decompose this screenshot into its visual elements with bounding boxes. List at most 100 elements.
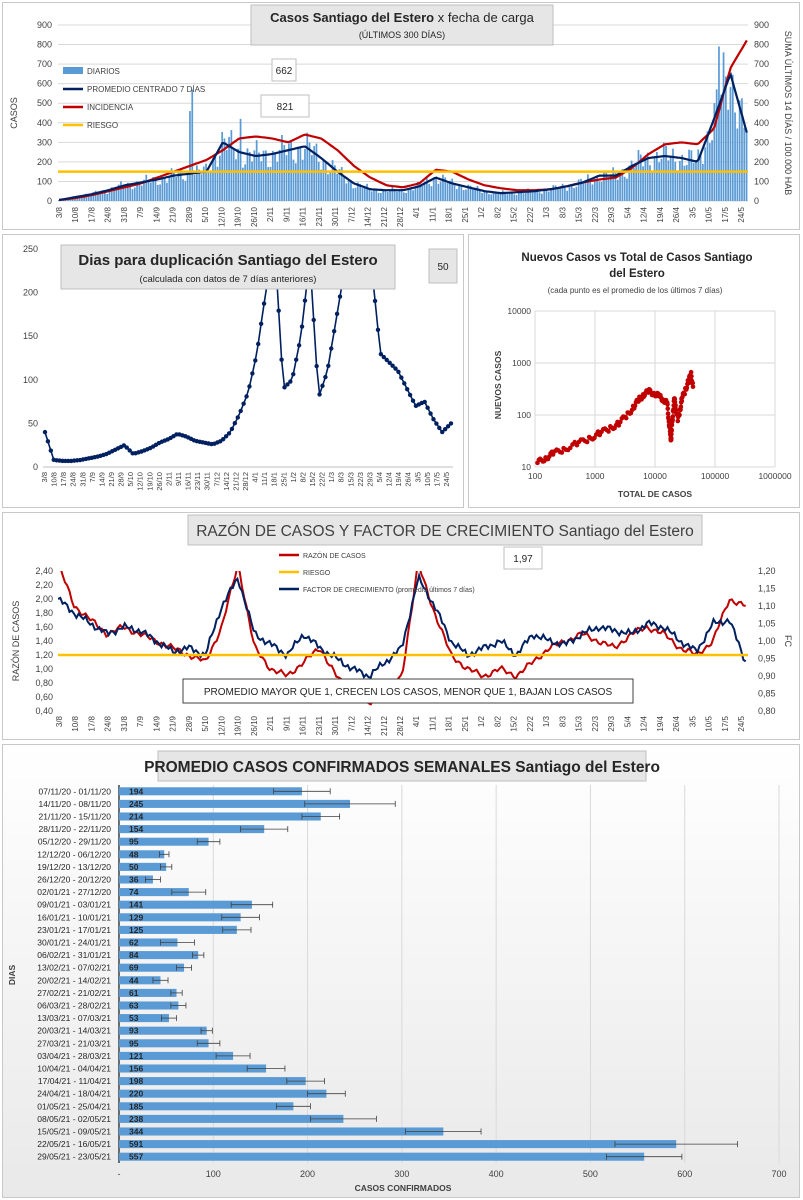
daily-bar xyxy=(366,183,368,201)
doubling-point xyxy=(422,399,427,405)
doubling-point xyxy=(396,369,401,375)
daily-bar xyxy=(715,89,718,201)
x-tick-label: 14/9 xyxy=(152,715,161,731)
x-tick-label: 22/3 xyxy=(591,206,600,222)
daily-bar xyxy=(531,192,534,201)
data-label: 36 xyxy=(129,875,139,885)
doubling-point xyxy=(291,371,296,377)
daily-bar xyxy=(58,200,60,201)
data-label: 129 xyxy=(129,912,143,922)
daily-bar xyxy=(720,94,723,201)
daily-bar xyxy=(225,150,228,201)
scatter-point xyxy=(690,384,696,390)
x-tick-label: 26/10 xyxy=(250,206,259,227)
x-tick-label: 15/3 xyxy=(575,715,584,731)
x-tick-label: 5/10 xyxy=(201,206,210,222)
daily-bar xyxy=(490,194,493,201)
category-label: 27/02/21 - 21/02/21 xyxy=(37,988,111,998)
daily-bar xyxy=(506,194,509,201)
daily-bar xyxy=(377,192,380,201)
daily-bar xyxy=(591,184,594,201)
scatter-point xyxy=(584,439,590,445)
weekly-bar xyxy=(119,1001,179,1010)
daily-bar xyxy=(246,148,249,201)
y-tick-right: 900 xyxy=(754,20,769,30)
daily-bar xyxy=(469,185,472,201)
x-tick: 100 xyxy=(528,471,542,481)
daily-bar xyxy=(600,181,603,201)
x-tick-label: 19/10 xyxy=(145,472,154,491)
daily-bar xyxy=(320,169,322,201)
doubling-point xyxy=(410,398,416,403)
daily-bar xyxy=(329,170,332,201)
note-text: PROMEDIO MAYOR QUE 1, CRECEN LOS CASOS, … xyxy=(204,687,613,698)
doubling-point xyxy=(258,321,264,326)
y2-axis-label: SUMA ÚLTIMOS 14 DÍAS / 100.000 HAB xyxy=(783,31,793,195)
category-label: 05/12/20 - 29/11/20 xyxy=(38,837,111,847)
doubling-point xyxy=(402,381,407,386)
scatter-point xyxy=(632,403,638,409)
doubling-point xyxy=(317,392,322,397)
category-label: 22/05/21 - 16/05/21 xyxy=(37,1139,111,1149)
scatter-point xyxy=(669,427,675,433)
data-label: 50 xyxy=(129,862,139,872)
daily-bar xyxy=(370,191,373,201)
daily-bar xyxy=(669,156,672,201)
y-axis-label: NUEVOS CASOS xyxy=(493,350,503,419)
daily-bar xyxy=(276,161,279,201)
x-tick-label: 24/8 xyxy=(69,472,78,487)
y-tick-right: 400 xyxy=(754,118,769,128)
daily-bar xyxy=(580,178,582,201)
x-tick-label: 30/11 xyxy=(331,206,340,226)
legend-swatch xyxy=(63,67,83,74)
data-label: 63 xyxy=(129,1001,139,1011)
note-box xyxy=(182,678,634,704)
daily-bar xyxy=(513,194,516,201)
daily-bar xyxy=(603,172,605,201)
daily-bar xyxy=(239,118,242,201)
daily-bar xyxy=(104,191,106,201)
new-vs-total-panel: 100 1000 10000 100000 1000000 10 100 1000 10000 N… xyxy=(468,234,800,508)
daily-bar xyxy=(676,172,679,201)
daily-bar xyxy=(170,168,173,201)
x-tick: 100000 xyxy=(701,471,730,481)
daily-bar xyxy=(630,160,633,201)
daily-bar xyxy=(221,131,224,201)
chart-subtitle: (ÚLTIMOS 300 DÍAS) xyxy=(359,30,445,40)
x-tick-label: 10/5 xyxy=(423,472,432,487)
y-tick-right: 0,80 xyxy=(758,706,776,716)
daily-bar xyxy=(743,127,746,201)
daily-bar xyxy=(660,158,663,201)
x-tick-label: 7/12 xyxy=(347,715,356,731)
daily-bar xyxy=(455,189,458,201)
y-tick-right: 800 xyxy=(754,40,769,50)
x-tick-label: 8/2 xyxy=(298,472,307,482)
daily-bar xyxy=(444,177,447,201)
daily-bar xyxy=(474,187,477,201)
doubling-point xyxy=(48,448,54,453)
doubling-point xyxy=(337,294,343,299)
daily-bar xyxy=(589,179,592,201)
daily-cases-panel: 0 100 200 300 400 500 600 700 800 900 0 100 200 300 40… xyxy=(2,2,800,230)
scatter-point xyxy=(595,429,601,434)
daily-bar xyxy=(359,183,362,201)
doubling-point xyxy=(296,343,302,348)
daily-bar xyxy=(582,183,585,201)
doubling-point xyxy=(387,360,392,365)
daily-bar xyxy=(81,197,83,201)
doubling-point xyxy=(256,341,261,347)
daily-bar xyxy=(614,172,617,201)
y-tick-right: 1,05 xyxy=(758,619,776,629)
y-tick-left: 2,20 xyxy=(35,580,53,590)
daily-bar xyxy=(499,192,502,201)
daily-bar xyxy=(391,186,394,201)
y-tick-right: 0,95 xyxy=(758,654,776,664)
daily-bar xyxy=(97,193,99,201)
daily-bar xyxy=(706,131,709,201)
data-label: 591 xyxy=(129,1139,143,1149)
daily-bar xyxy=(685,164,688,201)
daily-bar xyxy=(380,192,382,201)
daily-bar xyxy=(584,179,587,201)
x-tick-label: 25/1 xyxy=(461,715,470,731)
x-tick-label: 10/8 xyxy=(71,715,80,731)
